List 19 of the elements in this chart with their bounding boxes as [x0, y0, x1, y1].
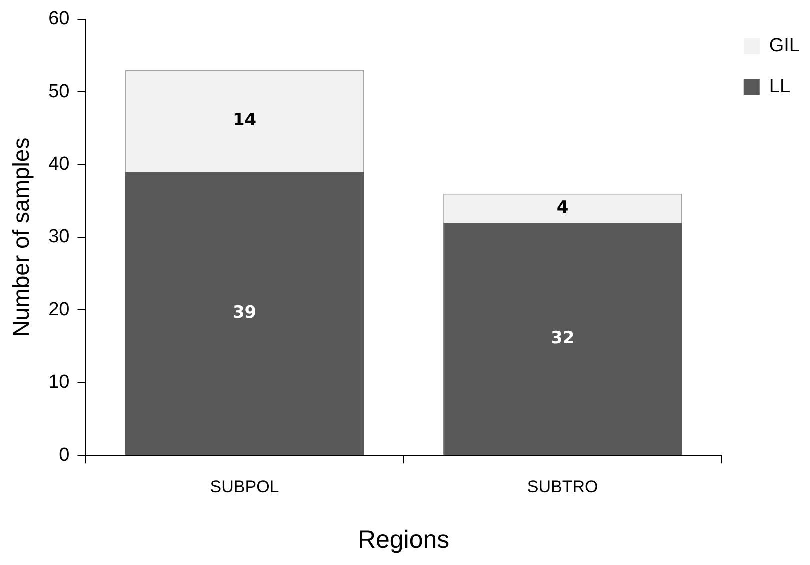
x-axis-title: Regions: [358, 526, 450, 554]
y-tick-label: 50: [48, 81, 70, 102]
x-tick-label: SUBPOL: [210, 477, 280, 496]
x-tick-label: SUBTRO: [527, 477, 598, 496]
data-label: 4: [556, 198, 569, 218]
y-tick-label: 20: [48, 299, 70, 320]
bar: [125, 172, 364, 456]
y-tick-label: 30: [48, 226, 70, 248]
data-label: 39: [232, 303, 257, 324]
y-axis-title: Number of samples: [8, 138, 34, 338]
y-tick-label: 60: [48, 8, 70, 30]
data-label: 14: [232, 110, 257, 131]
data-label: 32: [551, 328, 575, 348]
legend-label: GIL: [769, 36, 800, 57]
y-tick-label: 0: [59, 444, 70, 466]
y-tick-label: 40: [48, 154, 70, 176]
bar: [444, 222, 682, 456]
y-tick-label: 10: [48, 372, 70, 394]
legend-label: LL: [769, 76, 791, 98]
